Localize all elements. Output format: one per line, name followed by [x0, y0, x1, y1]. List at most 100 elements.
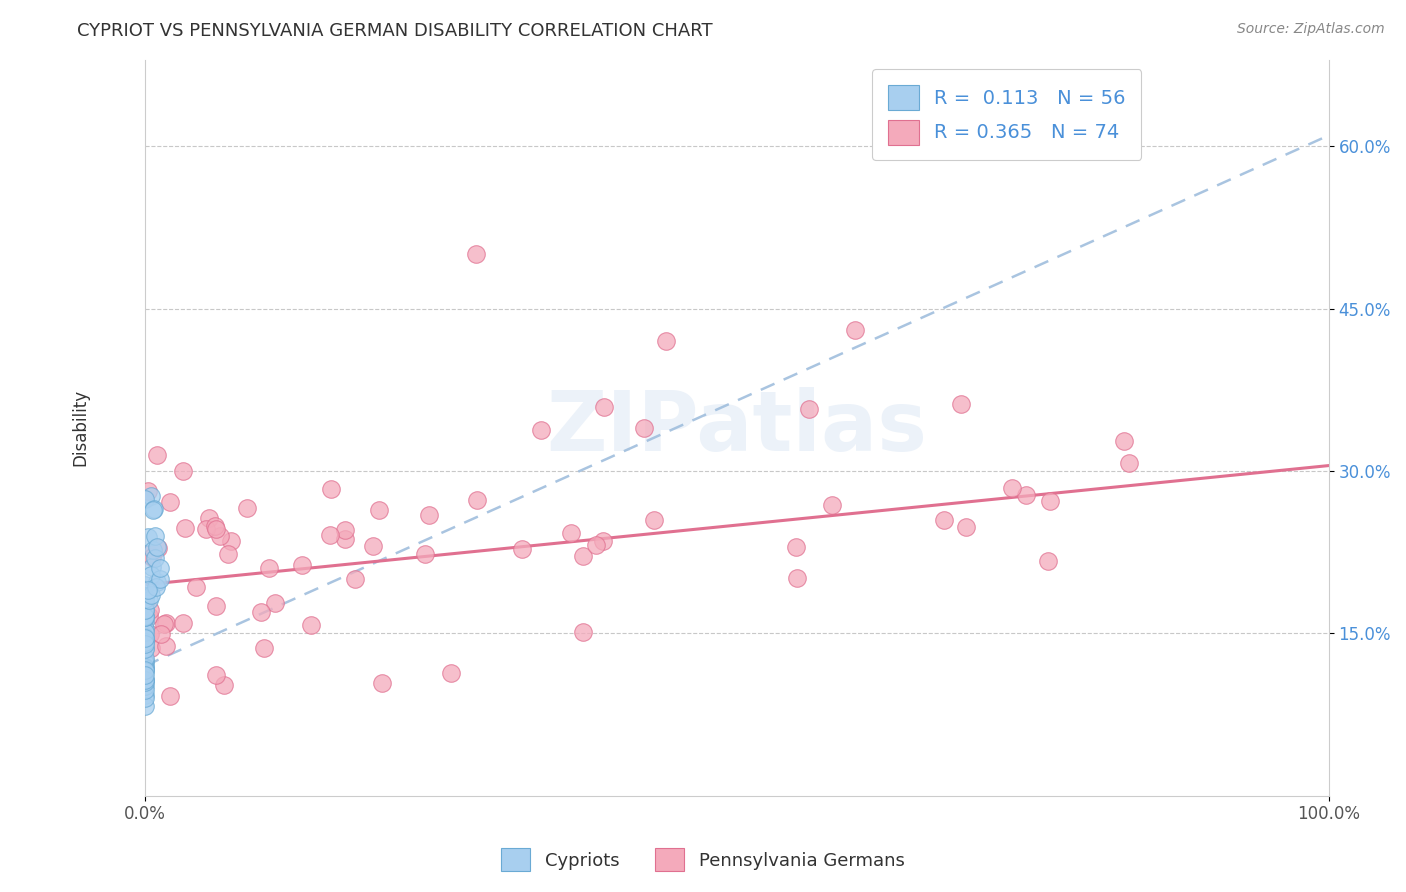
- Point: [1001, 481, 1024, 495]
- Point: [361, 539, 384, 553]
- Point: [204, 518, 226, 533]
- Point: [134, 615, 156, 629]
- Point: [786, 571, 808, 585]
- Point: [174, 521, 197, 535]
- Point: [141, 560, 163, 574]
- Point: [136, 530, 159, 544]
- Point: [149, 561, 172, 575]
- Point: [821, 498, 844, 512]
- Point: [155, 616, 177, 631]
- Point: [1039, 494, 1062, 508]
- Point: [134, 491, 156, 506]
- Legend: Cypriots, Pennsylvania Germans: Cypriots, Pennsylvania Germans: [494, 841, 912, 879]
- Point: [134, 578, 156, 592]
- Point: [198, 510, 221, 524]
- Point: [1015, 488, 1038, 502]
- Point: [134, 591, 156, 606]
- Point: [1114, 434, 1136, 448]
- Point: [152, 616, 174, 631]
- Point: [593, 401, 616, 415]
- Point: [136, 484, 159, 499]
- Point: [299, 618, 322, 632]
- Y-axis label: Disability: Disability: [72, 389, 89, 467]
- Point: [371, 675, 394, 690]
- Point: [139, 641, 162, 656]
- Point: [134, 668, 156, 682]
- Point: [217, 547, 239, 561]
- Point: [138, 626, 160, 640]
- Point: [134, 690, 156, 705]
- Point: [204, 599, 226, 613]
- Point: [465, 247, 488, 261]
- Point: [134, 632, 156, 646]
- Point: [134, 609, 156, 624]
- Point: [134, 657, 156, 671]
- Point: [159, 689, 181, 703]
- Point: [418, 508, 440, 523]
- Point: [585, 538, 607, 552]
- Point: [145, 580, 167, 594]
- Point: [333, 523, 356, 537]
- Point: [134, 673, 156, 687]
- Point: [149, 572, 172, 586]
- Point: [145, 575, 167, 590]
- Point: [214, 678, 236, 692]
- Point: [343, 572, 366, 586]
- Point: [134, 603, 156, 617]
- Point: [136, 583, 159, 598]
- Point: [264, 596, 287, 610]
- Point: [319, 528, 342, 542]
- Point: [143, 502, 166, 516]
- Point: [249, 605, 271, 619]
- Point: [134, 673, 156, 687]
- Point: [148, 541, 170, 555]
- Point: [291, 558, 314, 572]
- Point: [321, 482, 343, 496]
- Point: [139, 588, 162, 602]
- Point: [134, 631, 156, 645]
- Point: [159, 495, 181, 509]
- Point: [134, 663, 156, 677]
- Point: [134, 674, 156, 689]
- Point: [134, 661, 156, 675]
- Point: [335, 532, 357, 546]
- Point: [143, 550, 166, 565]
- Point: [150, 627, 173, 641]
- Point: [510, 541, 533, 556]
- Point: [134, 630, 156, 644]
- Point: [467, 492, 489, 507]
- Point: [155, 639, 177, 653]
- Point: [949, 397, 972, 411]
- Point: [134, 591, 156, 606]
- Point: [134, 637, 156, 651]
- Point: [138, 608, 160, 623]
- Point: [134, 660, 156, 674]
- Point: [141, 549, 163, 564]
- Point: [368, 503, 391, 517]
- Text: ZIPatlas: ZIPatlas: [547, 387, 928, 468]
- Point: [643, 513, 665, 527]
- Point: [530, 423, 553, 437]
- Point: [139, 568, 162, 582]
- Point: [142, 542, 165, 557]
- Legend: R =  0.113   N = 56, R = 0.365   N = 74: R = 0.113 N = 56, R = 0.365 N = 74: [872, 70, 1142, 161]
- Point: [134, 622, 156, 636]
- Point: [571, 549, 593, 564]
- Point: [253, 640, 276, 655]
- Point: [138, 592, 160, 607]
- Point: [560, 525, 582, 540]
- Point: [1036, 554, 1059, 568]
- Point: [134, 596, 156, 610]
- Point: [134, 610, 156, 624]
- Point: [134, 641, 156, 656]
- Point: [785, 540, 807, 554]
- Point: [440, 665, 463, 680]
- Point: [1118, 456, 1140, 470]
- Point: [134, 688, 156, 702]
- Point: [134, 603, 156, 617]
- Point: [134, 651, 156, 665]
- Point: [134, 625, 156, 640]
- Point: [146, 448, 169, 462]
- Point: [205, 668, 228, 682]
- Point: [134, 654, 156, 668]
